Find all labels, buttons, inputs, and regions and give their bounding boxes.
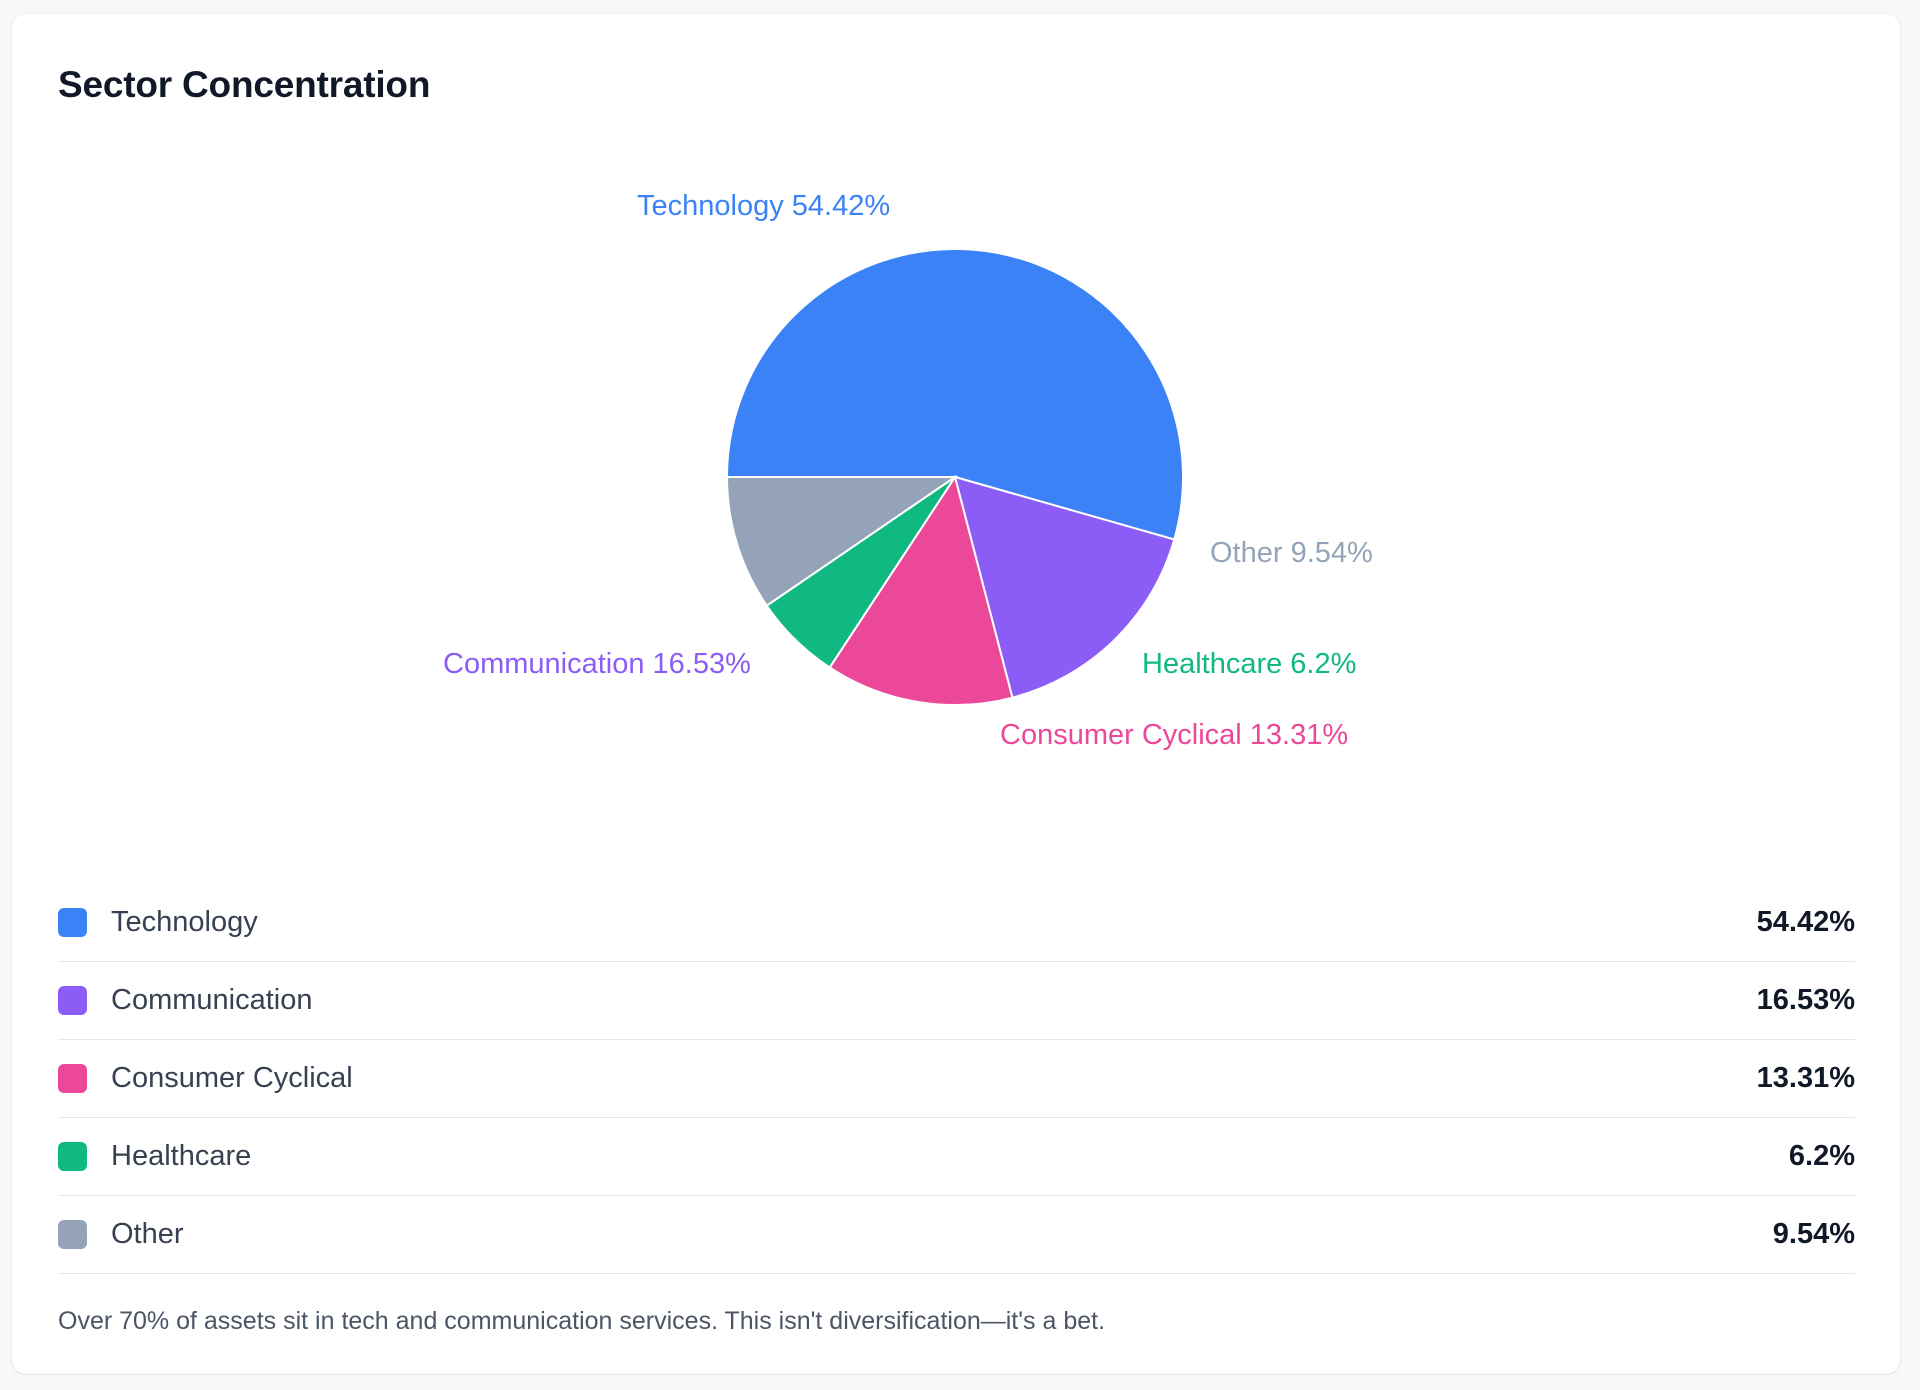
- pie-chart-svg: Technology 54.42% Communication 16.53% Con…: [443, 190, 1373, 751]
- legend-row-technology: Technology 54.42%: [58, 884, 1855, 962]
- legend-row-other: Other 9.54%: [58, 1196, 1855, 1274]
- legend-swatch-healthcare: [58, 1142, 87, 1171]
- legend-name-consumer-cyclical: Consumer Cyclical: [111, 1062, 353, 1094]
- sector-concentration-card: Sector Concentration Technology 54.42% Co…: [12, 14, 1900, 1374]
- legend-value-consumer-cyclical: 13.31%: [1756, 1062, 1855, 1094]
- pie-label-other: Other 9.54%: [1210, 537, 1373, 569]
- legend-swatch-technology: [58, 908, 87, 937]
- legend-row-consumer-cyclical: Consumer Cyclical 13.31%: [58, 1040, 1855, 1118]
- legend-name-healthcare: Healthcare: [111, 1140, 252, 1172]
- pie-label-healthcare: Healthcare 6.2%: [1142, 648, 1356, 680]
- legend-name-technology: Technology: [111, 906, 258, 938]
- pie-slice-technology[interactable]: [725, 248, 1184, 541]
- pie-slice-consumer-cyclical[interactable]: [828, 474, 1014, 706]
- legend-value-communication: 16.53%: [1756, 984, 1855, 1016]
- pie-label-consumer-cyclical: Consumer Cyclical 13.31%: [1000, 719, 1348, 751]
- legend-row-communication: Communication 16.53%: [58, 962, 1855, 1040]
- legend-swatch-other: [58, 1220, 87, 1249]
- legend-value-other: 9.54%: [1772, 1218, 1855, 1250]
- legend-value-healthcare: 6.2%: [1788, 1140, 1855, 1172]
- legend-swatch-communication: [58, 986, 87, 1015]
- pie-label-technology: Technology 54.42%: [637, 190, 890, 222]
- sector-legend: Technology 54.42% Communication 16.53% Consu…: [58, 884, 1855, 1274]
- legend-name-communication: Communication: [111, 984, 313, 1016]
- legend-row-healthcare: Healthcare 6.2%: [58, 1118, 1855, 1196]
- legend-swatch-consumer-cyclical: [58, 1064, 87, 1093]
- pie-label-communication: Communication 16.53%: [443, 648, 751, 680]
- card-title: Sector Concentration: [58, 64, 431, 105]
- footnote: Over 70% of assets sit in tech and commu…: [58, 1307, 1106, 1335]
- legend-name-other: Other: [111, 1218, 184, 1250]
- pie-slice-communication[interactable]: [953, 475, 1176, 699]
- pie-chart: Technology 54.42% Communication 16.53% Con…: [12, 14, 1900, 814]
- legend-value-technology: 54.42%: [1756, 906, 1855, 938]
- pie-slice-other[interactable]: [725, 476, 959, 608]
